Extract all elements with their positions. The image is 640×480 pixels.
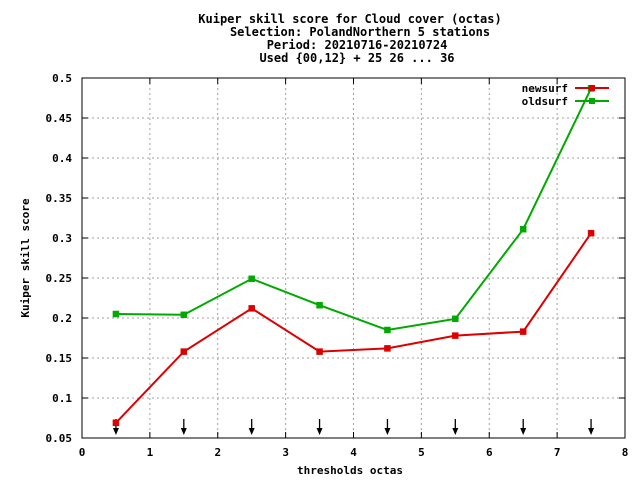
series-point-newsurf-3	[316, 348, 323, 355]
x-tick-label-5: 5	[418, 446, 425, 459]
x-tick-label-3: 3	[282, 446, 289, 459]
x-tick-label-4: 4	[350, 446, 357, 459]
series-point-oldsurf-0	[112, 310, 120, 318]
x-tick-label-7: 7	[554, 446, 561, 459]
data-series	[112, 85, 595, 427]
y-tick-label-3: 0.2	[52, 312, 72, 325]
y-tick-label-7: 0.4	[52, 152, 72, 165]
legend-label-newsurf: newsurf	[522, 82, 568, 95]
series-point-newsurf-7	[587, 229, 595, 237]
series-point-oldsurf-3	[316, 301, 323, 309]
y-axis-label: Kuiper skill score	[19, 198, 32, 318]
legend-swatch-marker-oldsurf	[589, 98, 595, 104]
title-line-2: Selection: PolandNorthern 5 stations	[230, 25, 490, 39]
series-point-oldsurf-1	[180, 311, 188, 319]
x-tick-label-8: 8	[622, 446, 629, 459]
x-tick-label-0: 0	[79, 446, 86, 459]
series-point-newsurf-1	[180, 348, 188, 355]
series-line-oldsurf	[115, 87, 592, 332]
series-point-oldsurf-6	[519, 225, 527, 233]
title-line-3: Period: 20210716-20210724	[267, 38, 448, 52]
y-tick-label-9: 0.5	[52, 72, 72, 85]
series-point-oldsurf-2	[248, 275, 255, 283]
series-point-newsurf-5	[452, 332, 459, 339]
grid	[82, 78, 625, 438]
x-tick-label-2: 2	[214, 446, 221, 459]
legend-entry-newsurf: newsurf	[522, 82, 609, 95]
x-tick-label-1: 1	[147, 446, 154, 459]
y-tick-label-5: 0.3	[52, 232, 72, 245]
threshold-arrow-5	[452, 419, 459, 435]
series-line-newsurf	[115, 232, 592, 424]
chart-title: Kuiper skill score for Cloud cover (octa…	[198, 12, 501, 65]
series-point-oldsurf-5	[452, 315, 459, 323]
series-point-oldsurf-4	[384, 326, 391, 334]
x-axis-ticks: 0 1 2 3 4 5 6 7 8	[79, 78, 629, 459]
y-tick-label-2: 0.15	[46, 352, 73, 365]
threshold-arrow-1	[180, 419, 187, 435]
threshold-arrows	[112, 419, 595, 435]
series-point-newsurf-4	[384, 345, 391, 352]
threshold-arrow-4	[384, 419, 391, 435]
y-tick-label-6: 0.35	[46, 192, 73, 205]
series-newsurf	[112, 229, 595, 427]
title-line-1: Kuiper skill score for Cloud cover (octa…	[198, 12, 501, 26]
threshold-arrow-3	[316, 419, 323, 435]
y-tick-label-4: 0.25	[46, 272, 73, 285]
series-point-newsurf-6	[519, 328, 527, 335]
threshold-arrow-2	[248, 419, 255, 435]
y-axis-ticks: 0.05 0.1 0.15 0.2 0.25 0.3 0.35 0.4 0.45 0.5	[46, 72, 625, 445]
x-tick-label-6: 6	[486, 446, 493, 459]
y-tick-label-8: 0.45	[46, 112, 73, 125]
legend-swatch-marker-newsurf	[589, 85, 595, 91]
series-point-newsurf-0	[112, 419, 120, 427]
legend-label-oldsurf: oldsurf	[522, 95, 568, 108]
x-axis-label: thresholds octas	[297, 464, 403, 477]
threshold-arrow-7	[588, 419, 595, 435]
series-point-newsurf-2	[248, 305, 255, 312]
threshold-arrow-6	[520, 419, 527, 435]
y-tick-label-0: 0.05	[46, 432, 73, 445]
title-line-4: Used {00,12} + 25 26 ... 36	[259, 51, 454, 65]
y-tick-label-1: 0.1	[52, 392, 72, 405]
legend-entry-oldsurf: oldsurf	[522, 95, 609, 108]
